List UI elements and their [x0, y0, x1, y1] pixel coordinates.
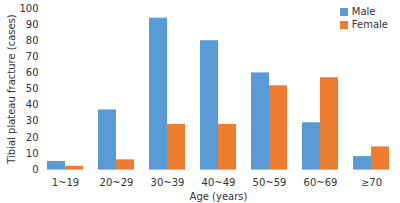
svg-text:0: 0 — [32, 164, 38, 175]
svg-text:80: 80 — [26, 35, 39, 46]
html-text:Female: Female — [351, 19, 388, 30]
svg-text:40~49: 40~49 — [202, 177, 236, 188]
svg-text:Age (years): Age (years) — [190, 191, 248, 202]
svg-text:30: 30 — [26, 115, 39, 126]
svg-text:100: 100 — [19, 3, 38, 14]
svg-text:90: 90 — [26, 19, 39, 30]
html-text:Male: Male — [351, 6, 376, 17]
svg-text:≥70: ≥70 — [361, 177, 382, 188]
svg-text:50: 50 — [26, 83, 39, 94]
svg-text:60: 60 — [26, 67, 39, 78]
svg-text:30~39: 30~39 — [151, 177, 185, 188]
svg-text:1~19: 1~19 — [52, 177, 79, 188]
svg-text:20~29: 20~29 — [100, 177, 134, 188]
svg-text:10: 10 — [26, 148, 39, 159]
svg-text:60~69: 60~69 — [304, 177, 338, 188]
svg-text:20: 20 — [26, 132, 39, 143]
svg-text:70: 70 — [26, 51, 39, 62]
svg-text:40: 40 — [26, 99, 39, 110]
svg-text:50~59: 50~59 — [253, 177, 287, 188]
svg-text:Tibial plateau fracture (cases: Tibial plateau fracture (cases) — [6, 14, 17, 165]
